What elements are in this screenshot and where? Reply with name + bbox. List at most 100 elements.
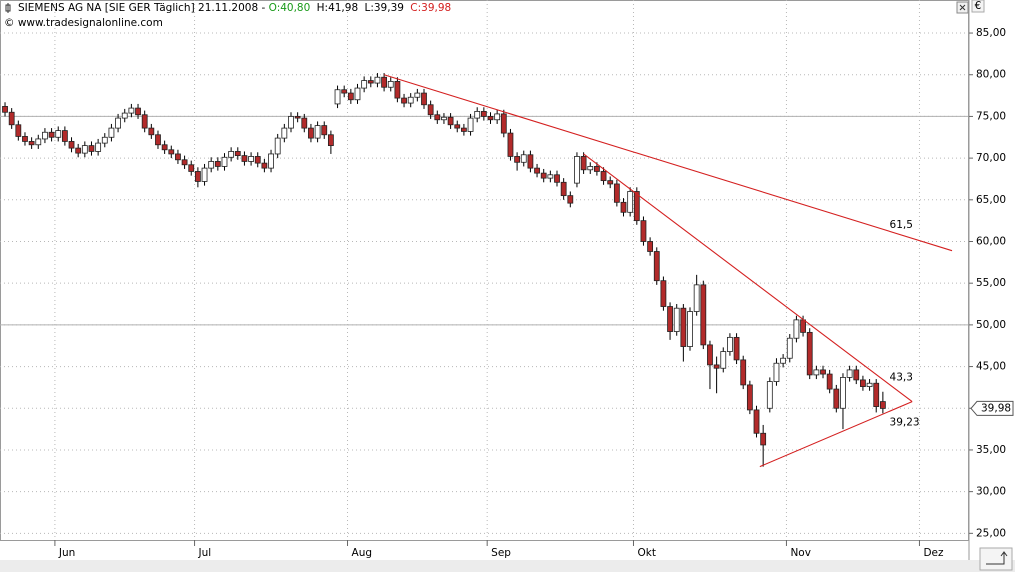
trendline bbox=[383, 74, 953, 252]
y-tick-label: 70,00 bbox=[976, 152, 1006, 164]
candle-body bbox=[2, 106, 8, 113]
candle-body bbox=[667, 306, 673, 332]
candle-body bbox=[454, 124, 461, 129]
candle-body bbox=[633, 191, 640, 222]
candle-body bbox=[208, 161, 215, 169]
candle-body bbox=[327, 134, 334, 147]
source: © www.tradesignalonline.com bbox=[4, 17, 163, 29]
candle-body bbox=[8, 111, 15, 126]
candle-body bbox=[42, 131, 48, 140]
header: SIEMENS AG NA [SIE GER Täglich] 21.11.20… bbox=[18, 2, 451, 14]
candle-body bbox=[354, 87, 361, 101]
currency: € bbox=[975, 0, 982, 12]
candle-body bbox=[188, 164, 195, 172]
candle-body bbox=[467, 117, 474, 132]
candle-body bbox=[653, 251, 660, 282]
x-tick-label: Dez bbox=[923, 547, 944, 559]
candle-body bbox=[61, 130, 68, 142]
candle-body bbox=[95, 142, 102, 152]
candle-body bbox=[527, 154, 534, 169]
x-tick-label: Jul bbox=[198, 547, 212, 559]
candle-body bbox=[806, 331, 813, 376]
candle-body bbox=[68, 141, 75, 149]
candle-body bbox=[101, 136, 108, 144]
candle-body bbox=[580, 156, 587, 171]
candle-body bbox=[374, 76, 381, 84]
candle-body bbox=[554, 174, 560, 183]
close-icon bbox=[959, 4, 966, 11]
candle-body bbox=[773, 362, 780, 382]
candle-body bbox=[268, 153, 274, 169]
candle-body bbox=[700, 284, 707, 346]
instrument-icon bbox=[5, 3, 11, 13]
candle-body bbox=[108, 127, 115, 138]
candle-body bbox=[155, 134, 161, 146]
y-tick-label: 65,00 bbox=[976, 194, 1006, 206]
candle-body bbox=[587, 166, 594, 171]
y-tick-label: 25,00 bbox=[976, 527, 1006, 539]
candle-body bbox=[308, 127, 314, 139]
candle-body bbox=[294, 116, 301, 119]
candle-body bbox=[514, 156, 521, 163]
candle-body bbox=[620, 201, 627, 213]
x-tick-label: Jun bbox=[58, 547, 75, 559]
candle-body bbox=[254, 156, 261, 164]
candle-body bbox=[494, 113, 501, 121]
annotation: 39,23 bbox=[890, 416, 920, 428]
close-label: C:39,98 bbox=[410, 2, 451, 14]
candle-body bbox=[441, 116, 447, 121]
candle-body bbox=[141, 114, 148, 129]
scale-button[interactable] bbox=[979, 547, 1013, 571]
candle-body bbox=[560, 181, 567, 197]
candle-body bbox=[567, 195, 574, 204]
trendline bbox=[759, 401, 913, 468]
candle-body bbox=[341, 89, 348, 94]
candle-body bbox=[879, 401, 886, 409]
candle-body bbox=[407, 96, 414, 104]
candle-body bbox=[866, 382, 873, 387]
candle-body bbox=[314, 125, 321, 139]
last-price-marker bbox=[970, 400, 1014, 416]
candle-body bbox=[780, 357, 787, 364]
x-tick-label: Aug bbox=[352, 547, 373, 559]
candle-body bbox=[201, 167, 208, 182]
currency-box bbox=[971, 0, 985, 13]
scroll-bar[interactable] bbox=[0, 560, 1015, 572]
candle-body bbox=[534, 167, 540, 174]
candle-body bbox=[175, 153, 181, 161]
last-price-label: 39,98 bbox=[981, 402, 1011, 414]
candle-body bbox=[627, 191, 634, 213]
candle-body bbox=[128, 107, 135, 114]
candle-body bbox=[873, 382, 880, 407]
trendline bbox=[583, 153, 913, 403]
candle-body bbox=[347, 92, 354, 101]
candle-body bbox=[487, 116, 494, 121]
candle-body bbox=[594, 166, 600, 172]
candle-body bbox=[281, 127, 288, 139]
candle-body bbox=[301, 117, 308, 129]
candle-body bbox=[733, 336, 740, 361]
candle-body bbox=[500, 113, 507, 134]
candle-body bbox=[647, 241, 654, 252]
candle-body bbox=[607, 180, 614, 185]
candle-body bbox=[148, 127, 155, 136]
candle-body bbox=[600, 171, 607, 182]
candle-body bbox=[740, 359, 747, 386]
candle-body bbox=[760, 432, 767, 446]
candle-body bbox=[414, 92, 421, 98]
candle-body bbox=[680, 307, 687, 347]
candle-body bbox=[766, 381, 773, 409]
candle-body bbox=[241, 155, 248, 162]
candle-body bbox=[713, 364, 720, 369]
candle-body bbox=[401, 97, 407, 104]
candle-body bbox=[81, 145, 88, 154]
candle-body bbox=[840, 377, 846, 409]
candle-body bbox=[288, 116, 294, 129]
candle-body bbox=[48, 131, 55, 138]
candle-body bbox=[248, 156, 254, 162]
candle-body bbox=[168, 149, 175, 155]
candle-body bbox=[88, 145, 95, 152]
candle-body bbox=[813, 369, 820, 376]
low-label: L:39,39 bbox=[364, 2, 403, 14]
